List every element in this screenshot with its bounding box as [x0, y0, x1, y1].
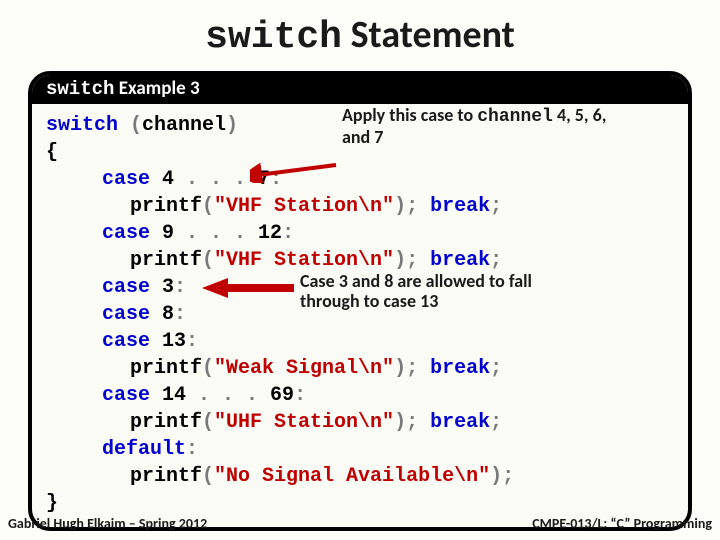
callout-apply-case: Apply this case to channel 4, 5, 6, and … [342, 106, 672, 148]
code-line: case 4 . . . 7: [46, 166, 674, 193]
header-rest: Example 3 [114, 77, 199, 100]
arrow-icon [250, 159, 342, 183]
code-line: case 9 . . . 12: [46, 220, 674, 247]
slide-footer: Gabriel Hugh Elkaim – Spring 2012 CMPE-0… [8, 515, 712, 532]
header-mono: switch [46, 78, 114, 100]
footer-author: Gabriel Hugh Elkaim – Spring 2012 [8, 515, 207, 532]
code-line: case 14 . . . 69: [46, 382, 674, 409]
code-block: switch (channel) { case 4 . . . 7: print… [32, 104, 688, 527]
example-card: switch Example 3 switch (channel) { case… [28, 71, 692, 531]
code-line: printf("VHF Station\n"); break; [46, 193, 674, 220]
card-header: switch Example 3 [32, 75, 688, 104]
slide-title: switch Statement [0, 0, 720, 67]
code-line: printf("Weak Signal\n"); break; [46, 355, 674, 382]
footer-course: CMPE-013/L: “C” Programming [532, 515, 712, 532]
title-mono: switch [205, 16, 342, 59]
code-line: printf("UHF Station\n"); break; [46, 409, 674, 436]
code-line: default: [46, 436, 674, 463]
code-line: case 13: [46, 328, 674, 355]
code-line: printf("No Signal Available\n"); [46, 463, 674, 490]
title-rest: Statement [342, 12, 515, 58]
arrow-icon [202, 278, 298, 298]
code-line: } [46, 490, 674, 517]
callout-fallthrough: Case 3 and 8 are allowed to fall through… [300, 272, 620, 312]
